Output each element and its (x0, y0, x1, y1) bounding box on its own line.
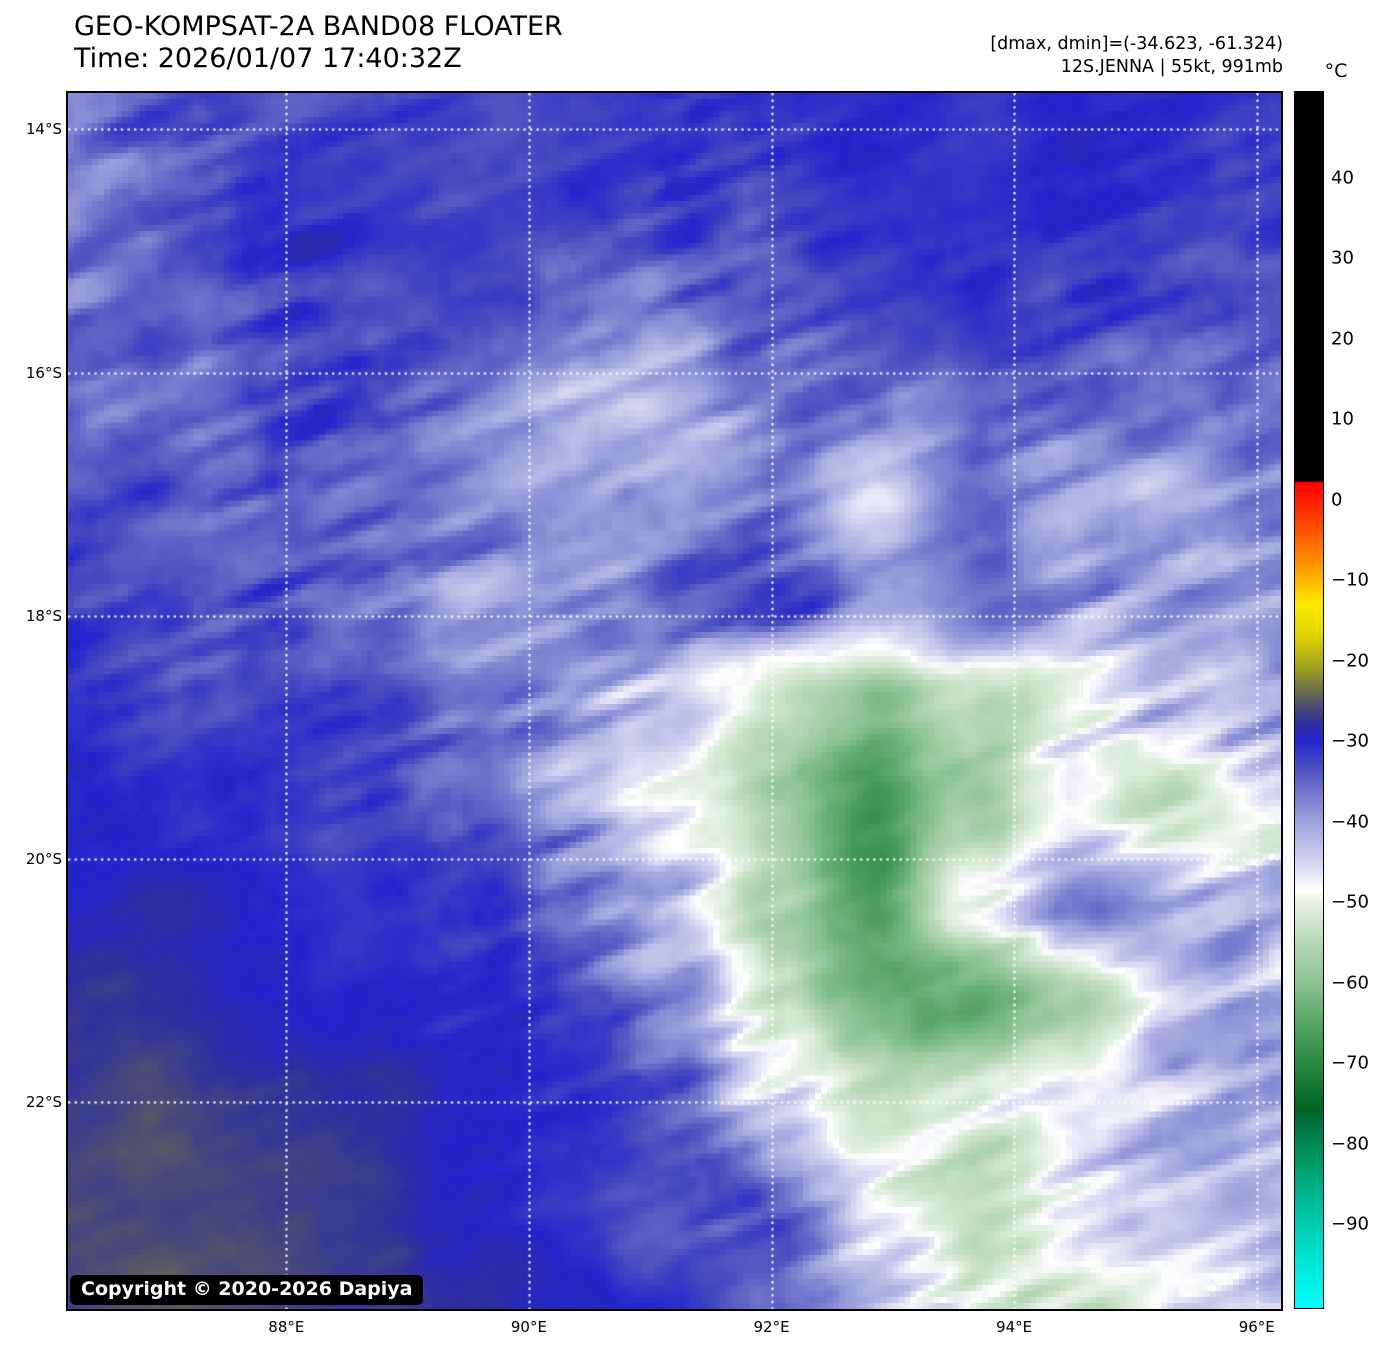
colorbar-tick-label: −80 (1331, 1133, 1369, 1155)
colorbar-unit-label: °C (1324, 60, 1348, 82)
colorbar-tick-label: −20 (1331, 650, 1369, 672)
colorbar-tick-label: −60 (1331, 972, 1369, 994)
copyright-badge: Copyright © 2020-2026 Dapiya (70, 1275, 424, 1305)
storm-info: 12S.JENNA | 55kt, 991mb (1060, 57, 1283, 77)
colorbar-tick-label: −10 (1331, 569, 1369, 591)
lon-tick-label: 88°E (268, 1318, 305, 1336)
lat-tick-label: 18°S (25, 606, 62, 625)
lon-tick-label: 92°E (753, 1318, 790, 1336)
header-right: [dmax, dmin]=(-34.623, -61.324) 12S.JENN… (990, 33, 1283, 79)
colorbar-tick-label: 40 (1331, 167, 1354, 189)
colorbar-tick-label: 30 (1331, 247, 1354, 269)
page-title: GEO-KOMPSAT-2A BAND08 FLOATER (74, 11, 563, 42)
lon-tick-label: 94°E (996, 1318, 1033, 1336)
colorbar-tick-label: −90 (1331, 1213, 1369, 1235)
colorbar (1294, 91, 1324, 1309)
colorbar-tick-label: 0 (1331, 489, 1343, 511)
lon-tick-label: 90°E (510, 1318, 547, 1336)
dmax-dmin-readout: [dmax, dmin]=(-34.623, -61.324) (990, 34, 1283, 54)
timestamp: Time: 2026/01/07 17:40:32Z (74, 43, 462, 74)
colorbar-tick-label: −40 (1331, 811, 1369, 833)
colorbar-tick-label: −50 (1331, 891, 1369, 913)
colorbar-tick-label: 20 (1331, 328, 1354, 350)
lat-tick-label: 14°S (25, 120, 62, 139)
graticule-overlay (68, 93, 1281, 1309)
lon-tick-label: 96°E (1238, 1318, 1275, 1336)
colorbar-tick-label: −30 (1331, 730, 1369, 752)
colorbar-tick-label: 10 (1331, 408, 1354, 430)
satellite-map: Copyright © 2020-2026 Dapiya (66, 91, 1283, 1311)
lat-tick-label: 20°S (25, 850, 62, 869)
lat-tick-label: 22°S (25, 1093, 62, 1112)
lat-tick-label: 16°S (25, 363, 62, 382)
colorbar-tick-label: −70 (1331, 1052, 1369, 1074)
